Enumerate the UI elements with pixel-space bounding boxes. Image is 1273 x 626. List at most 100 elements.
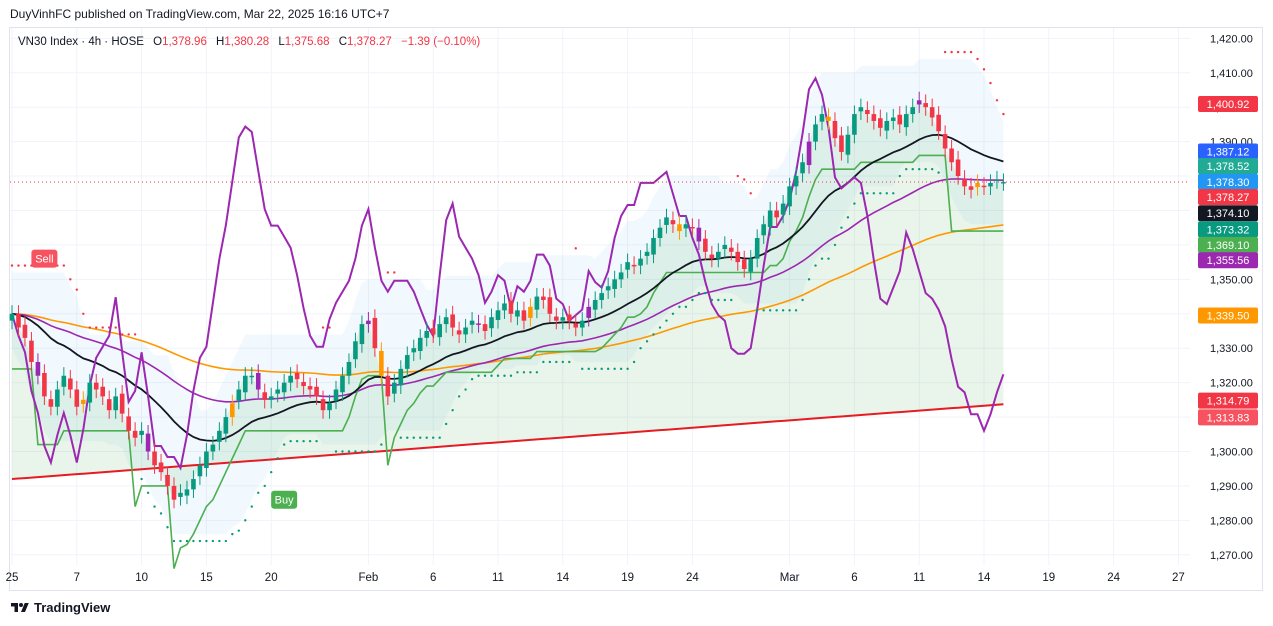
candle-body[interactable] (664, 217, 669, 225)
candle-body[interactable] (852, 114, 857, 135)
candle-body[interactable] (709, 254, 715, 259)
candle-body[interactable] (936, 114, 941, 132)
candle-body[interactable] (573, 323, 579, 328)
candle-body[interactable] (579, 320, 585, 328)
candle-body[interactable] (677, 224, 682, 232)
candle-body[interactable] (631, 264, 637, 267)
candle-body[interactable] (780, 203, 786, 215)
candle-body[interactable] (735, 251, 741, 263)
candle-body[interactable] (385, 375, 391, 397)
candle-body[interactable] (826, 116, 831, 121)
candle-body[interactable] (132, 430, 138, 438)
candle-body[interactable] (670, 220, 676, 225)
candle-body[interactable] (217, 430, 222, 442)
candle-body[interactable] (890, 117, 896, 121)
candle-body[interactable] (223, 417, 229, 434)
candle-body[interactable] (703, 238, 708, 252)
candle-body[interactable] (320, 399, 326, 411)
candle-body[interactable] (897, 114, 903, 125)
candle-body[interactable] (178, 492, 183, 497)
candle-body[interactable] (819, 114, 825, 122)
candle-body[interactable] (456, 330, 462, 335)
candle-body[interactable] (832, 120, 838, 139)
candle-body[interactable] (106, 399, 112, 411)
candle-body[interactable] (275, 389, 280, 394)
candle-body[interactable] (48, 399, 54, 407)
signal-sell[interactable]: Sell (31, 249, 58, 268)
candle-body[interactable] (592, 300, 598, 310)
candle-body[interactable] (68, 378, 73, 390)
candle-body[interactable] (145, 433, 151, 452)
candle-body[interactable] (197, 465, 203, 477)
candle-body[interactable] (722, 244, 728, 250)
candle-body[interactable] (502, 303, 507, 311)
candle-body[interactable] (489, 317, 494, 329)
candle-body[interactable] (657, 227, 663, 239)
candle-body[interactable] (988, 182, 993, 187)
candle-body[interactable] (392, 382, 397, 394)
candle-body[interactable] (184, 489, 190, 496)
candle-body[interactable] (87, 382, 93, 403)
candle-body[interactable] (191, 479, 196, 490)
candle-body[interactable] (968, 186, 974, 190)
candle-body[interactable] (404, 355, 410, 369)
chart-frame[interactable] (9, 27, 1263, 591)
candle-body[interactable] (761, 224, 766, 236)
candle-body[interactable] (437, 324, 442, 338)
candle-body[interactable] (463, 327, 468, 335)
candle-body[interactable] (366, 320, 371, 325)
candle-body[interactable] (74, 389, 80, 407)
candle-body[interactable] (268, 396, 274, 400)
candle-body[interactable] (955, 159, 961, 177)
candle-body[interactable] (547, 297, 553, 314)
candle-body[interactable] (61, 375, 67, 387)
candle-body[interactable] (242, 375, 248, 393)
candle-body[interactable] (42, 372, 47, 397)
candle-body[interactable] (625, 262, 630, 270)
candle-body[interactable] (884, 120, 890, 131)
candle-body[interactable] (340, 375, 345, 393)
candle-body[interactable] (165, 474, 170, 486)
candle-body[interactable] (314, 386, 319, 397)
footer-brand[interactable]: TradingView (10, 600, 110, 615)
candle-body[interactable] (690, 227, 695, 229)
candle-body[interactable] (696, 227, 702, 242)
candle-body[interactable] (910, 107, 916, 115)
candle-body[interactable] (534, 296, 540, 310)
candle-body[interactable] (450, 314, 455, 328)
candle-body[interactable] (612, 279, 617, 289)
candle-body[interactable] (398, 368, 404, 386)
candle-body[interactable] (800, 162, 805, 174)
candle-body[interactable] (560, 317, 566, 321)
candle-body[interactable] (158, 462, 164, 473)
candle-body[interactable] (119, 393, 125, 414)
candle-body[interactable] (638, 258, 643, 266)
candle-body[interactable] (839, 135, 844, 152)
candle-body[interactable] (741, 259, 747, 270)
candle-body[interactable] (845, 134, 851, 155)
candle-body[interactable] (767, 210, 773, 228)
candle-body[interactable] (139, 430, 144, 435)
candle-body[interactable] (113, 396, 118, 411)
candle-body[interactable] (728, 247, 734, 252)
candle-body[interactable] (858, 107, 864, 112)
candle-body[interactable] (346, 361, 352, 376)
candle-body[interactable] (683, 224, 689, 229)
candle-body[interactable] (327, 403, 332, 411)
candle-body[interactable] (417, 337, 423, 351)
candle-body[interactable] (618, 272, 624, 280)
candle-body[interactable] (813, 124, 818, 142)
candle-body[interactable] (515, 310, 520, 317)
signal-buy[interactable]: Buy (271, 490, 298, 509)
candle-body[interactable] (379, 350, 384, 376)
candle-body[interactable] (411, 348, 417, 353)
candle-body[interactable] (171, 485, 177, 500)
candle-body[interactable] (16, 313, 21, 328)
candle-body[interactable] (716, 251, 721, 259)
candle-body[interactable] (871, 114, 877, 121)
candle-body[interactable] (301, 381, 306, 387)
candle-body[interactable] (754, 238, 760, 259)
candle-body[interactable] (100, 386, 106, 397)
candle-body[interactable] (929, 107, 935, 118)
